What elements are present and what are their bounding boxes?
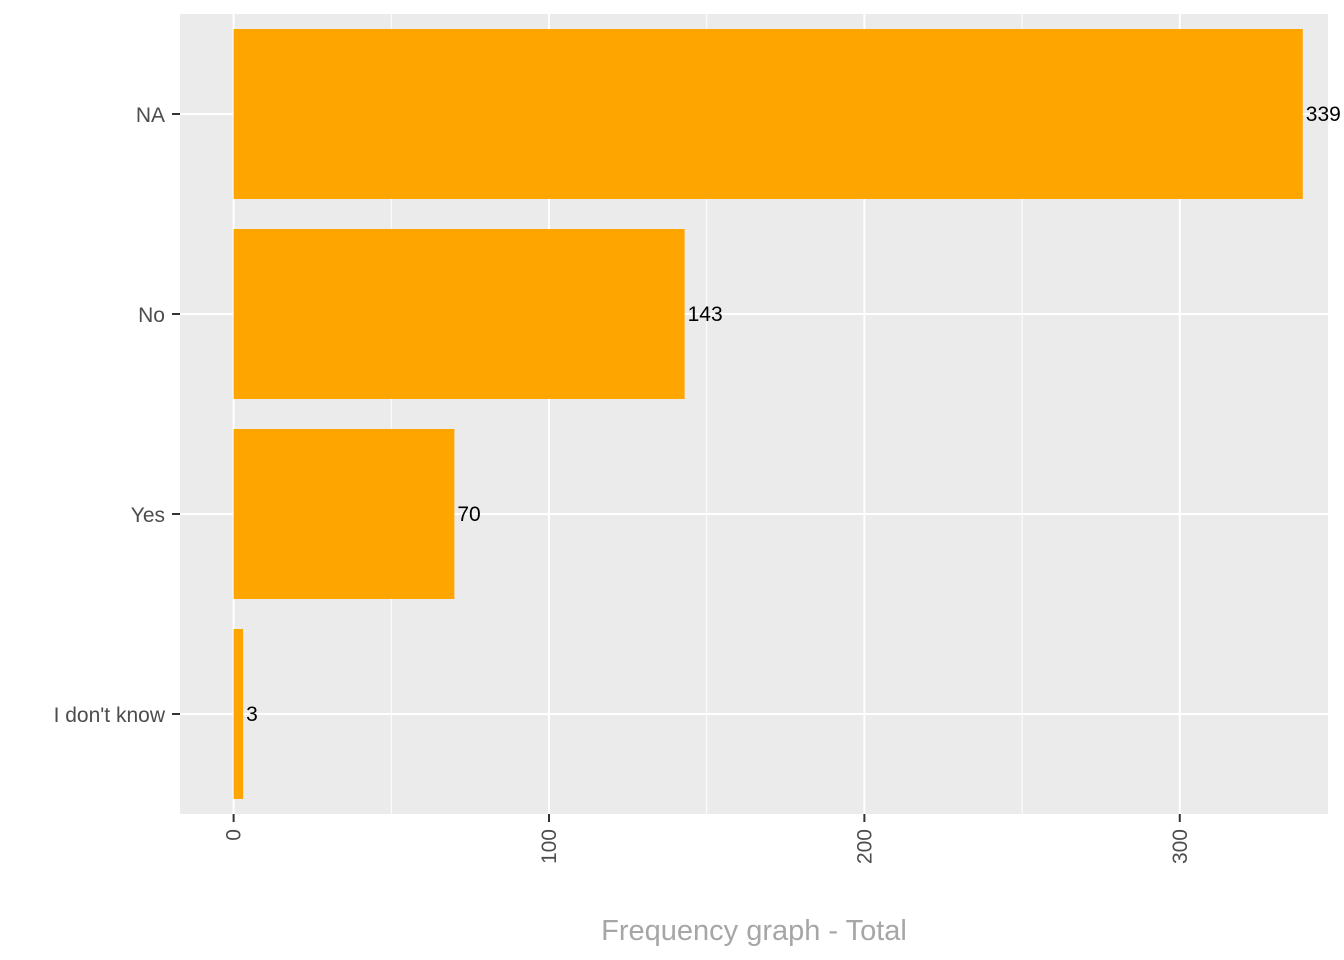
bar-value-label: 339 (1306, 103, 1341, 126)
x-axis-title: Frequency graph - Total (601, 915, 907, 947)
x-tick-label: 0 (223, 829, 246, 841)
bar (233, 429, 455, 599)
bar (233, 229, 685, 399)
bar-value-label: 3 (246, 703, 258, 726)
bar-value-labels: 339 143 70 3 (246, 103, 1341, 726)
x-tick-label: 100 (538, 829, 561, 864)
x-tick-label: 300 (1169, 829, 1192, 864)
x-tick-label: 200 (853, 829, 876, 864)
bar-value-label: 70 (457, 503, 480, 526)
y-tick-label: Yes (131, 504, 165, 527)
bars (233, 29, 1303, 799)
bar (233, 29, 1303, 199)
bar-value-label: 143 (688, 303, 723, 326)
y-tick-label: I don't know (54, 704, 166, 727)
y-axis: NA No Yes I don't know (54, 104, 180, 727)
y-tick-label: NA (136, 104, 165, 127)
y-tick-label: No (138, 304, 165, 327)
bar (233, 629, 244, 799)
x-axis: 0 100 200 300 (223, 814, 1192, 864)
